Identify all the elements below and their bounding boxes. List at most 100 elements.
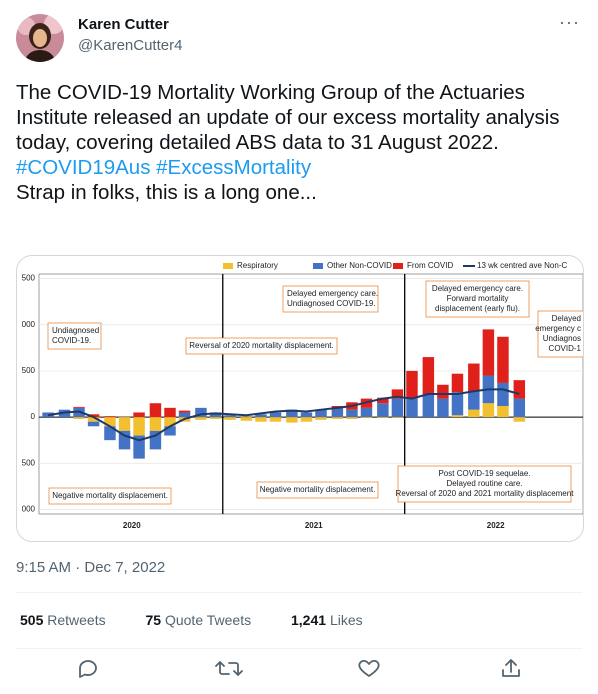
bar: [331, 407, 344, 418]
stat-count[interactable]: 505: [20, 612, 44, 628]
text: Strap in folks, this is a long one...: [16, 181, 317, 204]
bar: [391, 417, 404, 418]
bar: [406, 370, 418, 399]
annotation-box: [282, 285, 379, 313]
bar: [300, 412, 313, 418]
share-button[interactable]: [502, 659, 520, 677]
legend-item: Other Non-COVID: [313, 261, 392, 270]
like-button[interactable]: [358, 659, 380, 677]
bar: [133, 435, 145, 459]
annotation-text: Delayed emergency care.: [287, 289, 378, 298]
trend-line: [47, 388, 520, 442]
stat-count[interactable]: 75: [145, 612, 162, 628]
annotation: Post COVID-19 sequelae.Delayed routine c…: [396, 465, 575, 503]
annotation-text: Negative mortality displacement.: [52, 491, 168, 500]
annotation-text: Reversal of 2020 and 2021 mortality disp…: [396, 489, 575, 498]
bar: [422, 394, 435, 418]
bar: [255, 417, 267, 422]
chart: 500 000 500 0 500 000 2020 2021 2022 Respiratory O…: [22, 259, 583, 530]
bar: [73, 417, 85, 419]
bar: [315, 417, 327, 420]
annotation-text: emergency c: [535, 324, 581, 333]
bar: [149, 403, 162, 418]
stat-label[interactable]: Quote Tweets: [164, 612, 252, 628]
bar: [451, 392, 464, 416]
bar: [209, 412, 222, 418]
x-tick-label: 2020: [123, 521, 141, 530]
bar: [437, 398, 449, 418]
bar: [164, 407, 176, 418]
annotation-text: COVID-19.: [52, 336, 91, 345]
bar: [149, 430, 162, 450]
bar: [178, 412, 191, 418]
bar: [406, 398, 418, 418]
bar: [286, 409, 298, 418]
retweet-button[interactable]: [215, 661, 243, 676]
bar: [497, 382, 509, 406]
bar: [497, 406, 509, 418]
annotation-text: Negative mortality displacement.: [260, 485, 376, 494]
bar: [133, 417, 145, 436]
annotation-box: [256, 481, 379, 499]
bar: [513, 380, 526, 399]
annotation-text: Reversal of 2020 mortality displacement.: [189, 341, 334, 350]
annotation-text: Delayed emergency care.: [432, 284, 523, 293]
avatar[interactable]: [16, 14, 64, 62]
annotation-text: Undiagnosed COVID-19.: [287, 299, 376, 308]
annotation-box: [425, 280, 530, 318]
y-tick-label: 000: [22, 320, 36, 329]
author-handle[interactable]: @KarenCutter4: [78, 37, 183, 54]
stat-label[interactable]: Likes: [329, 612, 363, 628]
bar: [360, 407, 373, 418]
reply-button[interactable]: [79, 660, 97, 678]
bar: [513, 398, 526, 418]
bar: [149, 417, 162, 431]
hashtag[interactable]: #ExcessMortality: [156, 156, 312, 179]
stats: 505 Retweets 75 Quote Tweets 1,241 Likes: [20, 612, 399, 628]
bar: [269, 417, 282, 422]
bar: [87, 421, 100, 427]
bar: [482, 403, 495, 418]
bar: [164, 417, 176, 427]
media[interactable]: 500 000 500 0 500 000 2020 2021 2022 Respiratory O…: [16, 255, 584, 542]
action-bar: [79, 659, 520, 678]
bar: [164, 426, 176, 436]
y-tick-label: 500: [22, 366, 36, 375]
bar: [104, 416, 116, 418]
timestamp[interactable]: 9:15 AM · Dec 7, 2022: [16, 559, 166, 576]
bar: [331, 417, 344, 419]
x-tick-label: 2022: [487, 521, 505, 530]
y-tick-label: 000: [22, 504, 36, 513]
legend-label: From COVID: [407, 261, 453, 270]
author-name[interactable]: Karen Cutter: [78, 16, 169, 33]
bar: [178, 410, 191, 413]
bar: [286, 417, 298, 423]
stat-label[interactable]: Retweets: [47, 612, 106, 628]
annotation-text: COVID-1: [549, 344, 582, 353]
bar: [104, 426, 116, 441]
bar: [377, 403, 389, 418]
bar: [468, 409, 480, 418]
bar: [451, 373, 464, 393]
stat-count[interactable]: 1,241: [291, 612, 327, 628]
annotation-text: displacement (early flu).: [435, 304, 520, 313]
annotation-box: [48, 487, 172, 505]
annotation: Negative mortality displacement.: [48, 487, 172, 505]
bar: [377, 397, 389, 404]
annotation-box: [397, 465, 572, 503]
legend-item: Respiratory: [223, 261, 278, 270]
bar: [195, 417, 207, 420]
bar: [104, 417, 116, 427]
bar: [224, 415, 236, 418]
more-menu[interactable]: ···: [559, 12, 580, 32]
bar: [269, 412, 282, 418]
annotation-box: [537, 310, 583, 358]
divider: [16, 648, 582, 649]
hashtag[interactable]: #COVID19Aus: [16, 156, 151, 179]
bar: [118, 417, 131, 431]
bar: [422, 357, 435, 394]
y-tick-label: 500: [22, 274, 36, 283]
annotation: Reversal of 2020 mortality displacement.: [185, 337, 338, 355]
